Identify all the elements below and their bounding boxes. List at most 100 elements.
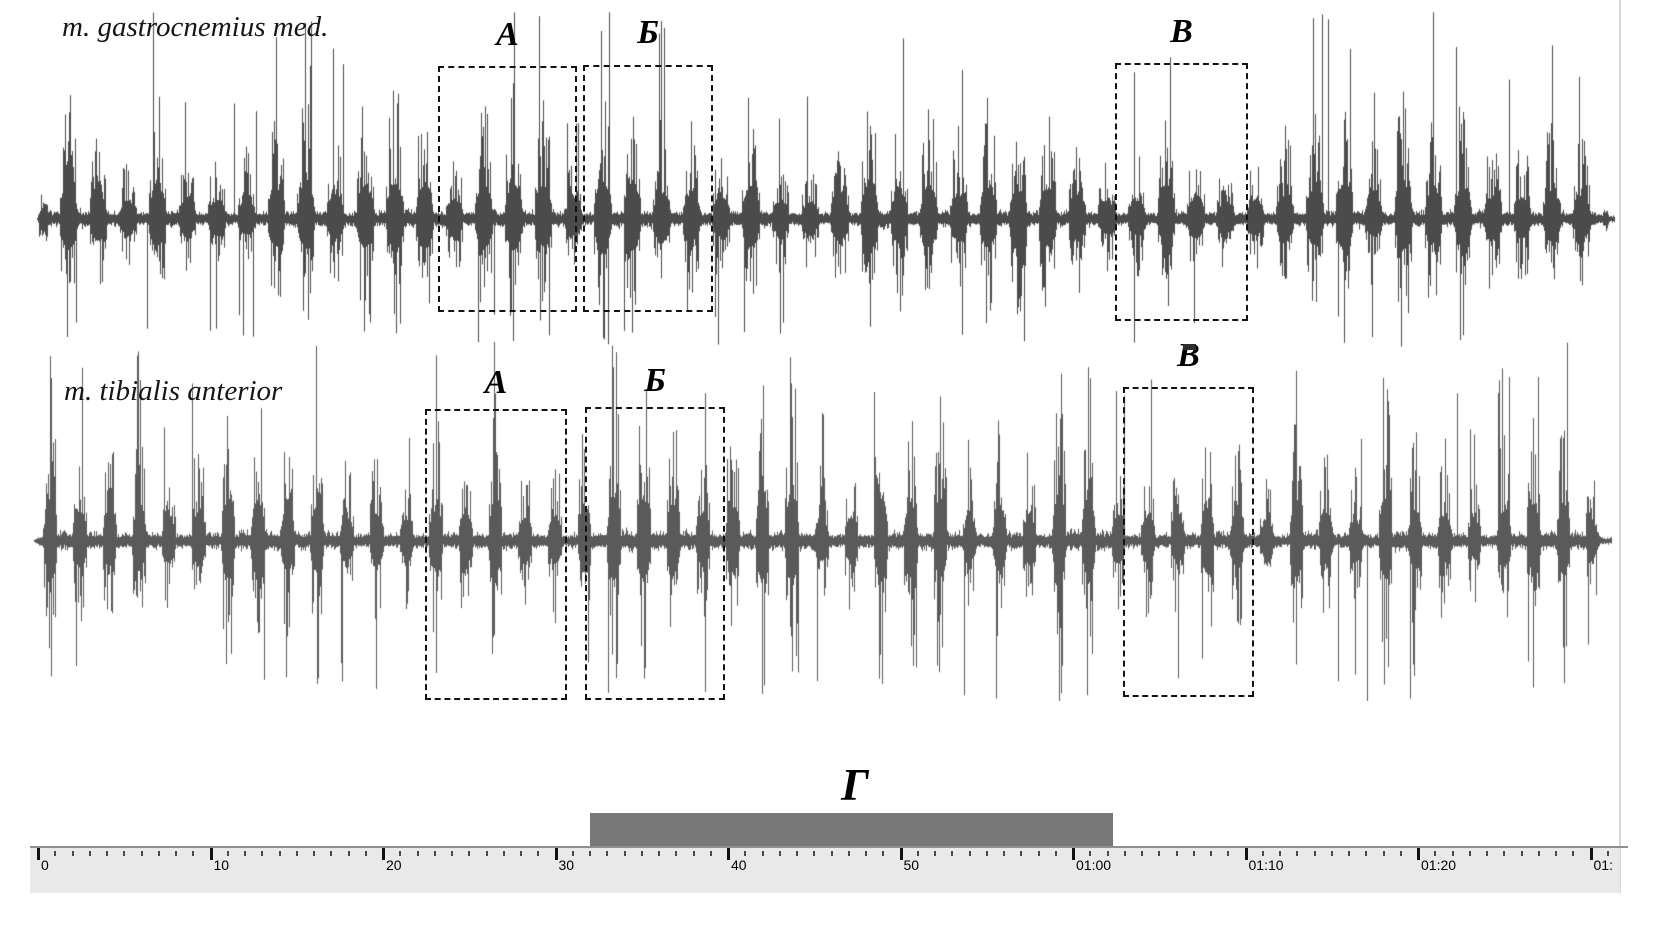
ruler-minor-tick [813,851,816,856]
ruler-minor-tick [985,851,988,856]
ruler-minor-tick [1330,851,1333,856]
ruler-minor-tick [330,851,333,856]
ruler-top-border [30,846,1628,848]
ruler-minor-tick [295,851,298,856]
ruler-minor-tick [1382,851,1385,856]
ruler-minor-tick [761,851,764,856]
ruler-minor-tick [571,851,574,856]
ruler-minor-tick [1451,851,1454,856]
ruler-major-tick [37,848,40,860]
ruler-minor-tick [537,851,540,856]
ruler-minor-tick [1572,851,1575,856]
ruler-minor-tick [1279,851,1281,856]
ruler-minor-tick [106,851,108,856]
ruler-tick-label: 01:10 [1248,857,1284,873]
region-letter-0: А [496,16,519,53]
timeline-ruler[interactable] [30,848,1620,893]
ruler-minor-tick [54,851,57,856]
ruler-minor-tick [778,851,781,856]
ruler-tick-label: 20 [386,857,402,873]
region-letter-2: В [1170,13,1193,50]
ruler-minor-tick [1054,851,1057,856]
ruler-minor-tick [1520,851,1523,856]
ruler-major-tick [1417,848,1420,860]
ruler-minor-tick [433,851,436,856]
ruler-minor-tick [1089,851,1092,856]
stray-mark [1183,344,1196,350]
ruler-minor-tick [865,851,867,856]
ruler-minor-tick [1158,851,1161,856]
stimulus-interval-bar [590,813,1113,848]
region-box-0 [438,66,577,312]
ruler-major-tick [382,848,385,860]
ruler-minor-tick [916,851,919,856]
ruler-major-tick [1072,848,1075,860]
ruler-minor-tick [1141,851,1143,856]
ruler-minor-tick [1003,851,1005,856]
ruler-minor-tick [1503,851,1506,856]
ruler-minor-tick [88,851,91,856]
ruler-minor-tick [640,851,643,856]
ruler-minor-tick [744,851,747,856]
ruler-tick-label: 0 [41,857,49,873]
ruler-minor-tick [1123,851,1126,856]
ruler-tick-label: 50 [903,857,920,873]
ruler-minor-tick [1606,851,1609,856]
ruler-minor-tick [882,851,885,856]
ruler-minor-tick [1192,851,1195,856]
ruler-minor-tick [347,851,350,856]
region-letter-4: Б [644,362,666,399]
plot-right-border [1619,0,1621,893]
ruler-minor-tick [1227,851,1230,856]
ruler-minor-tick [1037,851,1040,856]
ruler-minor-tick [675,851,678,856]
region-box-3 [425,409,567,700]
ruler-minor-tick [1555,851,1557,856]
ruler-minor-tick [1261,851,1264,856]
ruler-major-tick [1244,848,1248,860]
ruler-major-tick [899,848,903,860]
ruler-minor-tick [1175,851,1178,856]
region-box-2 [1115,63,1248,321]
ruler-minor-tick [1348,851,1350,856]
ruler-minor-tick [157,851,160,856]
ruler-major-tick [727,848,730,860]
ruler-minor-tick [313,851,315,856]
ruler-minor-tick [692,851,695,856]
ruler-minor-tick [1210,851,1212,856]
ruler-minor-tick [244,851,246,856]
ruler-tick-label: 30 [558,857,575,873]
ruler-minor-tick [623,851,626,856]
ruler-minor-tick [416,851,419,856]
ruler-minor-tick [468,851,471,856]
ruler-minor-tick [520,851,522,856]
ruler-minor-tick [1468,851,1471,856]
ruler-minor-tick [399,851,402,856]
ruler-minor-tick [175,851,177,856]
ruler-minor-tick [1434,851,1437,856]
region-box-1 [583,65,713,312]
ruler-minor-tick [1486,851,1488,856]
ruler-tick-label: 01:20 [1421,857,1457,873]
ruler-minor-tick [1537,851,1540,856]
ruler-major-tick [554,848,558,860]
ruler-minor-tick [364,851,367,856]
ruler-minor-tick [951,851,954,856]
ruler-minor-tick [709,851,712,856]
ruler-minor-tick [1106,851,1109,856]
ruler-minor-tick [1365,851,1368,856]
ruler-minor-tick [606,851,609,856]
region-box-5 [1123,387,1254,697]
ruler-minor-tick [1296,851,1299,856]
ruler-minor-tick [1313,851,1316,856]
region-letter-1: Б [637,14,659,51]
trace-label-gastrocnemius: m. gastrocnemius med. [62,11,329,43]
ruler-minor-tick [261,851,264,856]
ruler-minor-tick [830,851,833,856]
ruler-minor-tick [847,851,850,856]
ruler-minor-tick [796,851,798,856]
ruler-minor-tick [226,851,229,856]
region-letter-3: А [484,364,508,401]
